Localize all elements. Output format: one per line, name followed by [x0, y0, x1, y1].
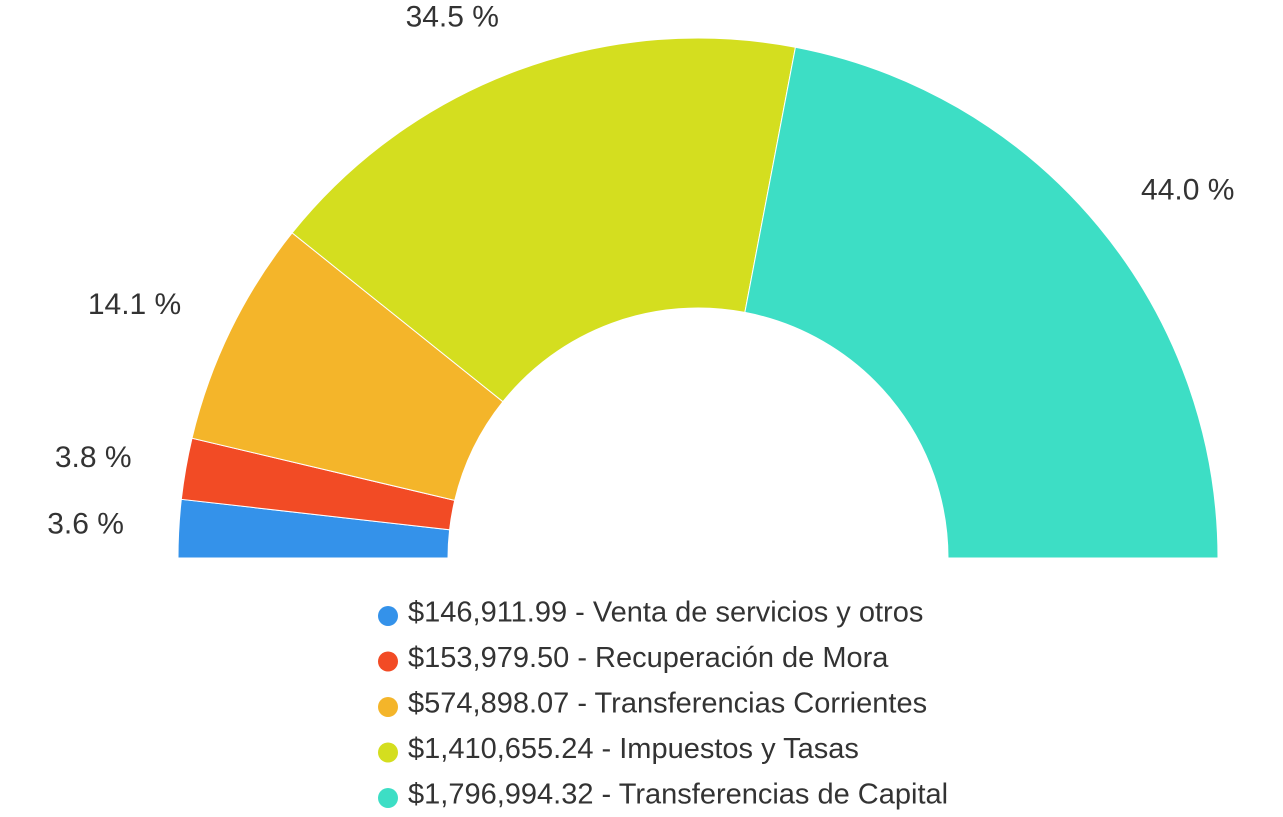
slice [291, 37, 797, 403]
slice-label: 44.0 % [1141, 173, 1234, 206]
legend-dot [378, 742, 398, 763]
slice-label: 3.8 % [55, 441, 132, 474]
legend-label: $1,796,994.32 - Transferencias de Capita… [408, 779, 948, 811]
legend-dot [378, 606, 398, 626]
slice-label: 34.5 % [406, 0, 499, 33]
legend-label: $574,898.07 - Transferencias Corrientes [408, 688, 927, 720]
legend-label: $146,911.99 - Venta de servicios y otros [408, 597, 923, 629]
legend-dot [378, 697, 398, 717]
legend-dot [378, 788, 398, 808]
legend-label: $153,979.50 - Recuperación de Mora [408, 642, 889, 674]
legend-label: $1,410,655.24 - Impuestos y Tasas [408, 733, 859, 765]
legend-dot [378, 651, 398, 672]
slice-label: 3.6 % [47, 507, 124, 540]
slice [744, 46, 1219, 559]
slice-label: 14.1 % [88, 288, 181, 321]
